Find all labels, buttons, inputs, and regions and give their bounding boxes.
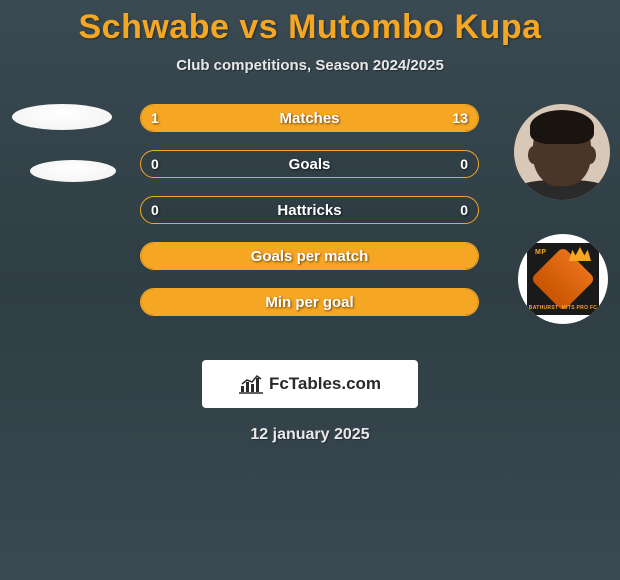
stats-area: 1 Matches 13 0 Goals 0 0 Hattricks 0 Goa…: [0, 104, 620, 344]
bar-label: Matches: [141, 105, 478, 131]
bar-value-right: 0: [460, 197, 468, 223]
badge-crown-icon: [569, 247, 591, 261]
comparison-subtitle: Club competitions, Season 2024/2025: [0, 57, 620, 74]
bar-label: Hattricks: [141, 197, 478, 223]
player-left-avatar-placeholder: [12, 104, 112, 130]
brand-text: FcTables.com: [269, 374, 381, 394]
stat-bar-goals: 0 Goals 0: [140, 150, 479, 178]
comparison-title: Schwabe vs Mutombo Kupa: [0, 0, 620, 47]
badge-text: BATHURST MITS PRO FC: [527, 305, 599, 311]
stat-bar-hattricks: 0 Hattricks 0: [140, 196, 479, 224]
snapshot-date: 12 january 2025: [0, 426, 620, 444]
player-right-club-badge: MP BATHURST MITS PRO FC: [518, 234, 608, 324]
stat-bar-goals-per-match: Goals per match: [140, 242, 479, 270]
bar-value-right: 0: [460, 151, 468, 177]
badge-inner: MP BATHURST MITS PRO FC: [527, 243, 599, 315]
badge-text: MP: [535, 249, 547, 256]
bar-value-right: 13: [452, 105, 468, 131]
stat-bar-min-per-goal: Min per goal: [140, 288, 479, 316]
stat-bar-matches: 1 Matches 13: [140, 104, 479, 132]
brand-box: FcTables.com: [202, 360, 418, 408]
bar-label: Min per goal: [141, 289, 478, 315]
bar-chart-icon: [239, 374, 265, 394]
stat-bars: 1 Matches 13 0 Goals 0 0 Hattricks 0 Goa…: [140, 104, 479, 334]
player-left-column: [12, 104, 116, 182]
avatar-hair: [530, 110, 594, 144]
bar-label: Goals per match: [141, 243, 478, 269]
player-right-column: MP BATHURST MITS PRO FC: [514, 104, 610, 324]
player-right-avatar: [514, 104, 610, 200]
bar-label: Goals: [141, 151, 478, 177]
player-left-club-placeholder: [30, 160, 116, 182]
